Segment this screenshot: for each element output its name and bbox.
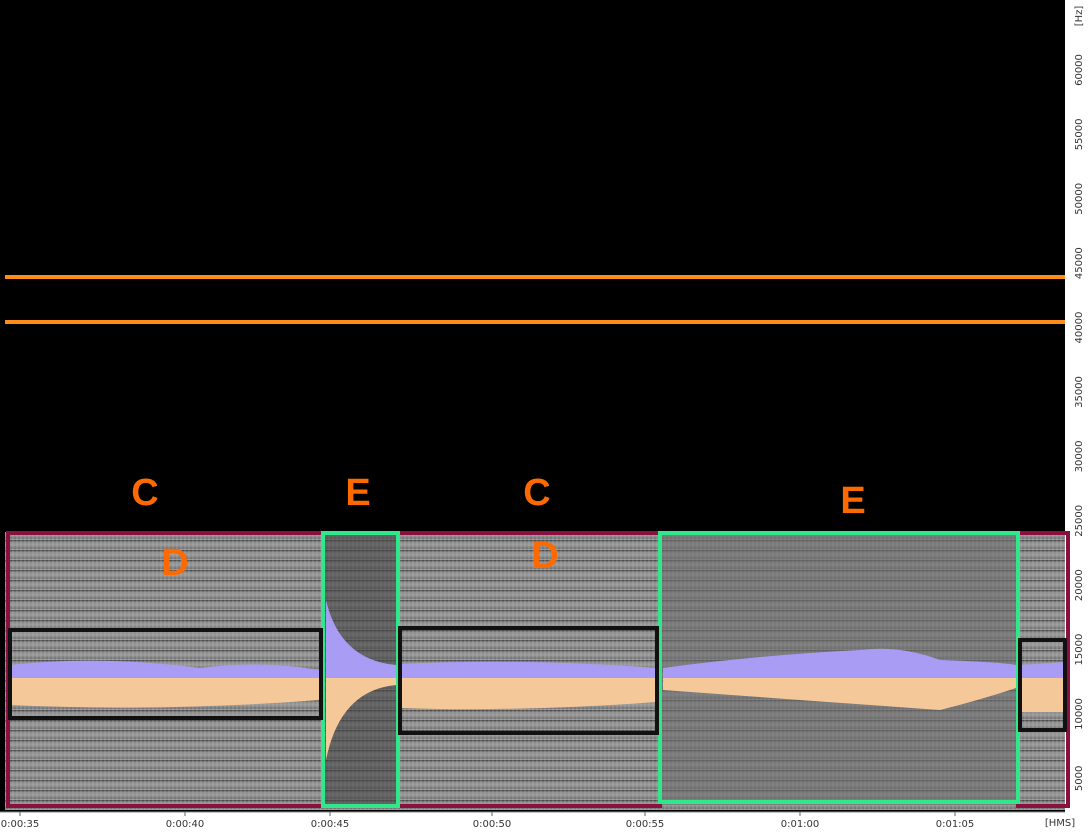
spectrogram xyxy=(5,532,1065,810)
spectrum-upper xyxy=(10,600,1065,678)
x-tick-label: 0:00:45 xyxy=(311,819,350,830)
y-tick-label: 40000 xyxy=(1074,312,1085,344)
spectrum-lower xyxy=(10,678,1065,760)
y-tick-label: 45000 xyxy=(1074,247,1085,279)
region-label: D xyxy=(531,535,558,577)
x-tick-label: 0:00:55 xyxy=(626,819,665,830)
x-axis-strip xyxy=(0,812,1090,833)
y-unit: [Hz] xyxy=(1074,6,1085,27)
y-tick-label: 25000 xyxy=(1074,505,1085,537)
x-tick-label: 0:01:05 xyxy=(936,819,975,830)
region-d xyxy=(8,628,323,720)
region-d xyxy=(398,626,659,735)
x-tick-label: 0:00:50 xyxy=(473,819,512,830)
y-tick-label: 20000 xyxy=(1074,569,1085,601)
region-label: E xyxy=(345,472,370,514)
region-boxes xyxy=(6,531,1070,808)
y-tick-label: 5000 xyxy=(1074,766,1085,791)
region-label: E xyxy=(840,480,865,522)
region-d xyxy=(1018,638,1067,732)
y-tick-label: 30000 xyxy=(1074,440,1085,472)
y-tick-label: 60000 xyxy=(1074,54,1085,86)
x-unit: [HMS] xyxy=(1045,818,1075,829)
y-tick-label: 35000 xyxy=(1074,376,1085,408)
y-tick-label: 15000 xyxy=(1074,634,1085,666)
region-label: C xyxy=(131,472,158,514)
x-tick-label: 0:01:00 xyxy=(781,819,820,830)
y-tick-label: 10000 xyxy=(1074,698,1085,730)
x-tick-label: 0:00:35 xyxy=(1,819,40,830)
y-tick-label: 55000 xyxy=(1074,118,1085,150)
region-label: C xyxy=(523,472,550,514)
region-label: D xyxy=(161,542,188,584)
x-tick-label: 0:00:40 xyxy=(166,819,205,830)
y-tick-label: 50000 xyxy=(1074,183,1085,215)
